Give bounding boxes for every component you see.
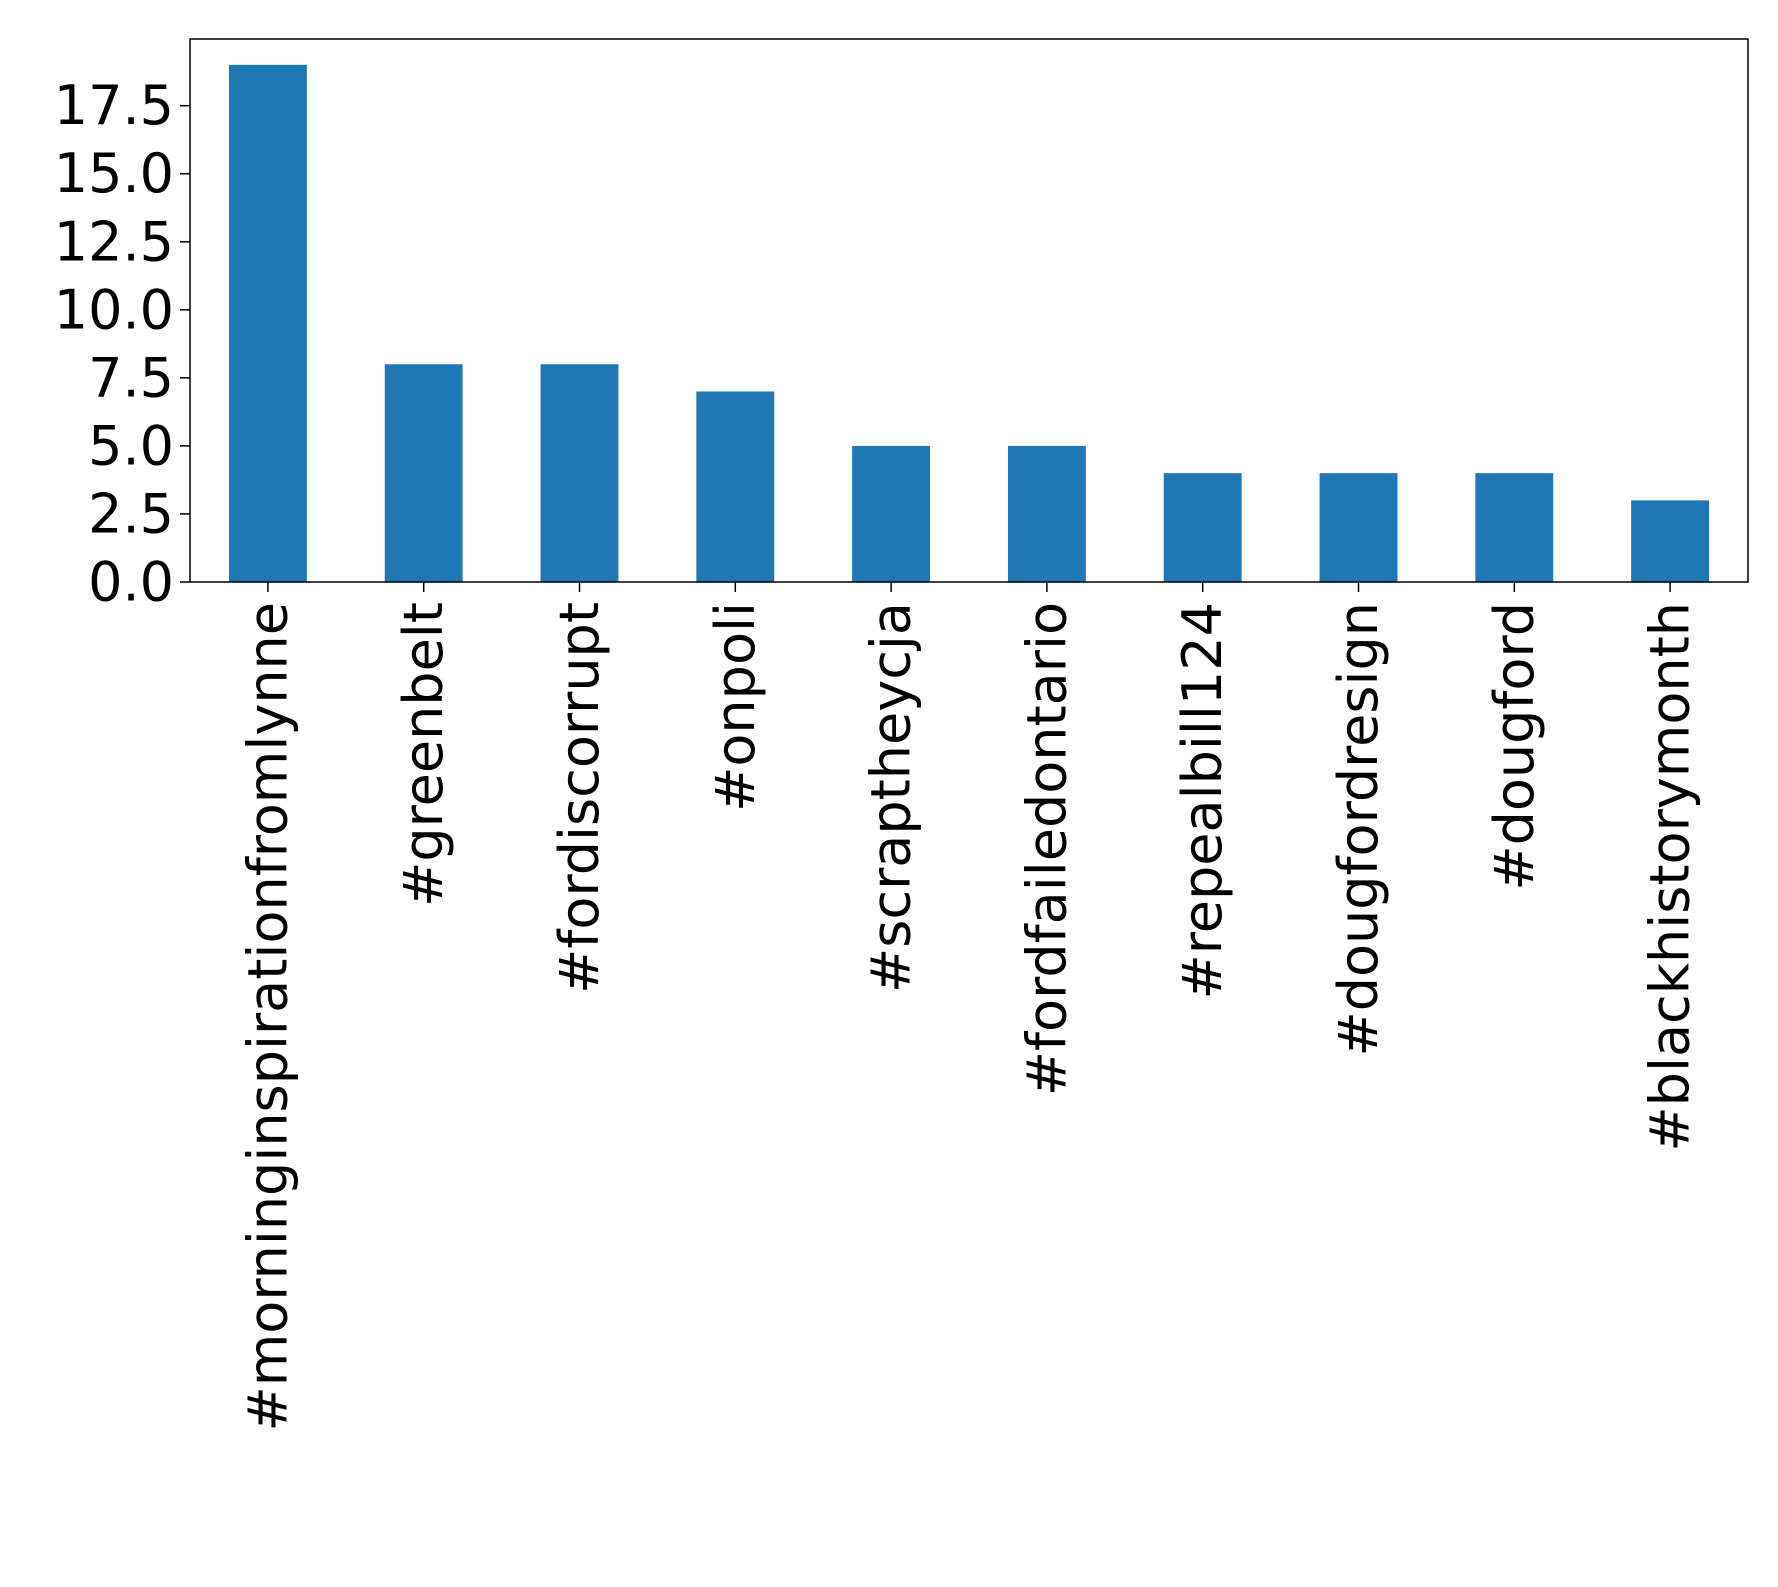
bar-blackhistorymonth <box>1631 500 1710 582</box>
bars-group <box>228 64 1710 583</box>
bar-repealbill124 <box>1163 473 1242 582</box>
x-axis: #morninginspirationfromlynne #greenbelt #f… <box>236 582 1702 1432</box>
x-tick-label: #fordfailedontario <box>1015 602 1078 1096</box>
bar-morninginspirationfromlynne <box>228 64 307 583</box>
y-axis: 0.02.55.07.510.012.515.017.5 <box>54 74 190 614</box>
bar-dougford <box>1475 473 1554 582</box>
y-tick-label: 0.0 <box>88 551 174 614</box>
y-tick-label: 7.5 <box>88 346 174 409</box>
bar-fordfailedontario <box>1007 445 1086 582</box>
y-tick-label: 12.5 <box>54 210 174 273</box>
x-tick-label: #onpoli <box>704 602 767 812</box>
plot-frame <box>189 38 1749 583</box>
y-tick-label: 5.0 <box>88 414 174 477</box>
bar-scraptheycja <box>852 445 931 582</box>
x-tick-label: #dougford <box>1483 602 1546 891</box>
bar-greenbelt <box>384 364 463 582</box>
y-tick-label: 2.5 <box>88 482 174 545</box>
y-tick-label: 10.0 <box>54 278 174 341</box>
x-tick-label: #fordiscorrupt <box>548 602 611 994</box>
y-tick-label: 17.5 <box>54 74 174 137</box>
bar-dougfordresign <box>1319 473 1398 582</box>
x-tick-label: #repealbill124 <box>1171 602 1234 999</box>
x-tick-label: #dougfordresign <box>1327 602 1390 1057</box>
bar-fordiscorrupt <box>540 364 619 582</box>
x-tick-label: #blackhistorymonth <box>1639 602 1702 1152</box>
x-tick-label: #greenbelt <box>392 602 455 907</box>
x-tick-label: #morninginspirationfromlynne <box>236 602 299 1432</box>
x-tick-label: #scraptheycja <box>860 602 923 993</box>
y-tick-label: 15.0 <box>54 142 174 205</box>
bar-onpoli <box>696 391 775 582</box>
